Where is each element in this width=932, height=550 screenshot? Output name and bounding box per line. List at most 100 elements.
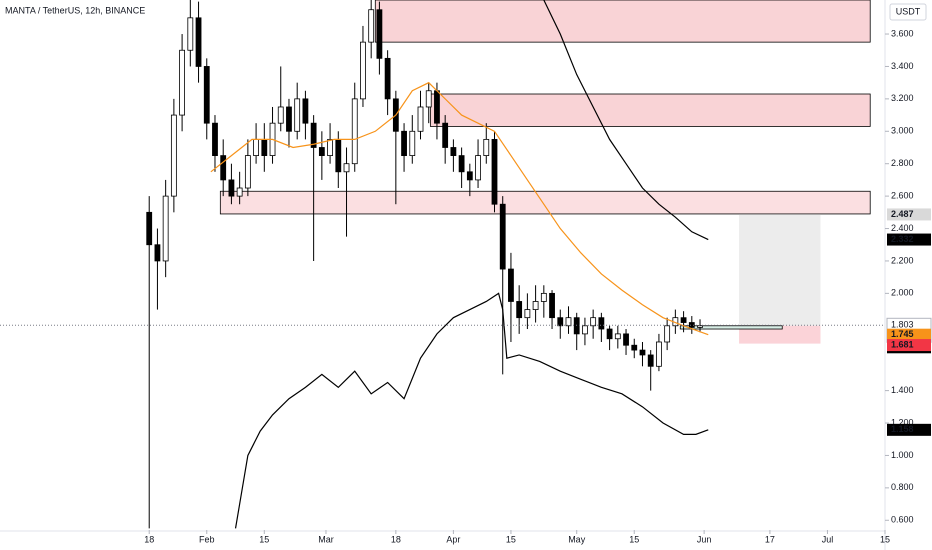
indicator-line — [234, 292, 709, 529]
candle-body — [261, 138, 268, 156]
candle-body — [450, 147, 457, 156]
y-tick-label: 1.400 — [891, 385, 914, 395]
candle-body — [532, 301, 539, 310]
candle-body — [475, 155, 481, 181]
candle-body — [384, 57, 391, 100]
y-axis-label: USDT — [896, 6, 921, 16]
price-badge-label: 1.745 — [891, 329, 914, 339]
candle-body — [623, 333, 629, 346]
indicator-line — [210, 81, 709, 336]
unit-box — [889, 3, 927, 21]
x-tick-label: Apr — [446, 534, 460, 544]
candle-body — [639, 349, 646, 356]
candle-body — [195, 17, 202, 67]
candle-body — [277, 106, 284, 124]
candle-body — [458, 155, 465, 173]
candle-body — [318, 147, 325, 156]
candle-body — [680, 317, 687, 323]
price-badge — [887, 208, 931, 221]
candle-body — [360, 41, 366, 100]
y-tick-label: 3.600 — [891, 28, 914, 38]
candle-body — [442, 122, 449, 148]
candle-body — [327, 138, 333, 156]
candle-body — [154, 244, 161, 262]
x-tick-label: Mar — [318, 534, 334, 544]
chart-title: MANTA / TetherUS, 12h, BINANCE — [5, 5, 145, 15]
price-badge — [887, 423, 931, 436]
y-tick-label: 3.400 — [891, 61, 914, 71]
x-tick-label: 15 — [506, 534, 516, 544]
zone — [429, 93, 871, 127]
candle-body — [220, 155, 227, 181]
candle-body — [590, 317, 597, 327]
zone — [739, 214, 821, 326]
x-tick-label: 15 — [880, 534, 890, 544]
current-price-label: 1.803 — [891, 320, 914, 330]
candle-body — [499, 203, 506, 270]
candle-body — [614, 333, 621, 340]
x-tick-label: May — [568, 534, 586, 544]
candle-body — [508, 268, 514, 302]
candle-body — [697, 325, 703, 328]
candle-body — [179, 49, 185, 116]
candle-body — [582, 325, 588, 335]
candle-body — [187, 17, 194, 51]
y-tick-label: 1.200 — [891, 417, 914, 427]
candle-body — [253, 138, 259, 156]
candle-body — [557, 317, 564, 327]
price-badge — [887, 233, 931, 246]
x-tick-label: 17 — [765, 534, 775, 544]
zone — [679, 325, 783, 330]
candle-body — [425, 90, 432, 108]
candle-body — [310, 122, 317, 148]
candle-body — [549, 292, 555, 319]
candle-body — [491, 138, 498, 205]
x-tick-label: 18 — [391, 534, 401, 544]
candle-body — [146, 211, 153, 246]
y-tick-label: 2.400 — [891, 223, 914, 233]
y-tick-label: 2.000 — [891, 288, 914, 298]
candle-body — [203, 66, 210, 124]
candle-body — [212, 122, 218, 156]
y-tick-label: 2.200 — [891, 255, 914, 265]
candle-body — [656, 341, 662, 367]
candle-body — [631, 344, 638, 351]
candle-body — [524, 309, 531, 319]
x-tick-label: 15 — [629, 534, 639, 544]
candle-body — [286, 106, 292, 132]
price-badge-label: 2.332 — [891, 234, 914, 244]
candle-body — [565, 317, 572, 327]
y-tick-label: 1.000 — [891, 450, 914, 460]
candle-body — [335, 138, 342, 173]
candle-body — [244, 155, 251, 189]
y-tick-label: 3.000 — [891, 126, 914, 136]
candle-body — [598, 317, 605, 330]
x-tick-label: 18 — [144, 534, 154, 544]
price-badge-label: 1.158 — [891, 424, 914, 434]
zone — [374, 0, 871, 43]
y-tick-label: 0.800 — [891, 482, 914, 492]
candle-body — [162, 195, 169, 262]
candle-body — [409, 130, 416, 156]
candle-body — [664, 325, 671, 343]
candle-body — [688, 322, 695, 328]
candle-body — [417, 106, 424, 132]
x-tick-label: Jul — [822, 534, 834, 544]
x-tick-label: Jun — [697, 534, 712, 544]
y-tick-label: 0.600 — [891, 515, 914, 525]
x-tick-label: 15 — [259, 534, 269, 544]
x-tick-label: Feb — [199, 534, 215, 544]
candle-body — [236, 187, 243, 197]
candle-body — [343, 163, 350, 173]
price-badge-label: 1.681 — [891, 339, 914, 349]
candle-body — [466, 171, 473, 181]
candle-body — [434, 90, 440, 124]
y-tick-label: 2.600 — [891, 190, 914, 200]
price-badge — [887, 328, 931, 341]
candle-body — [516, 301, 523, 319]
candle-body — [606, 328, 613, 340]
candle-body — [351, 98, 358, 165]
price-badge-label: 2.487 — [891, 209, 914, 219]
candle-body — [483, 138, 490, 156]
